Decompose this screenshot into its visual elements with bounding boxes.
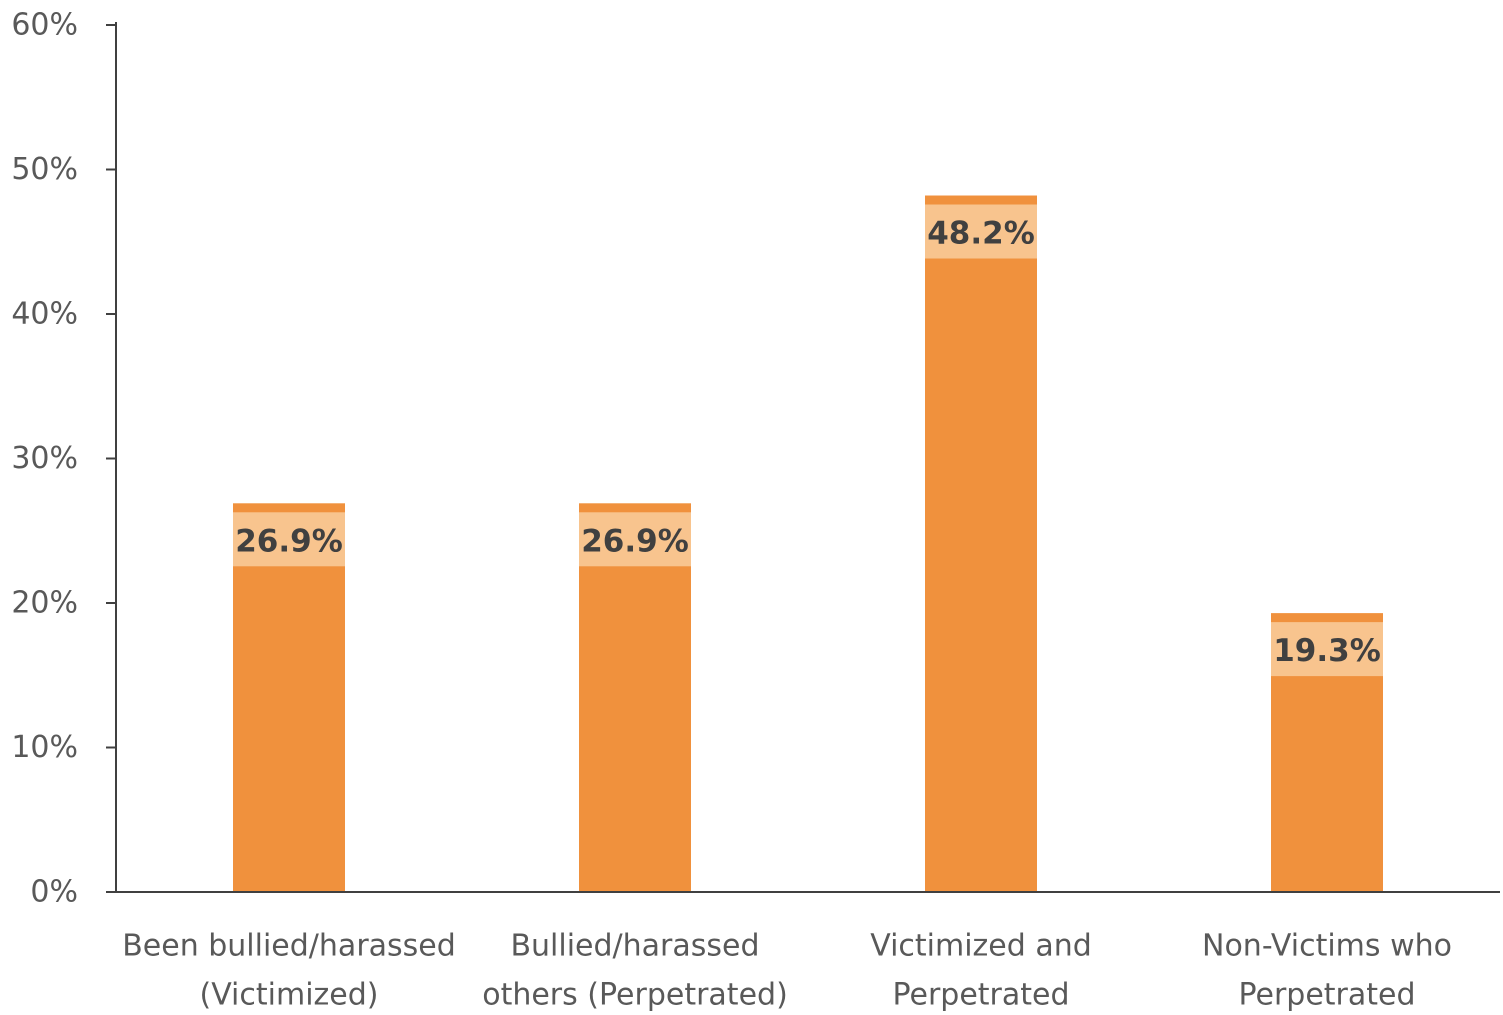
data-label-box <box>1271 622 1383 677</box>
category-label: Victimized and <box>870 929 1092 964</box>
y-axis: 0% 10% 20% 30% 40% 50% 60% <box>11 8 117 910</box>
y-tick-label: 40% <box>11 297 78 332</box>
bar <box>579 503 691 892</box>
bars: 26.9% 26.9% 48.2% 19.3% <box>233 195 1383 892</box>
y-tick-label: 20% <box>11 586 78 621</box>
bar <box>233 503 345 892</box>
category-label: others (Perpetrated) <box>482 978 788 1013</box>
category-label: Perpetrated <box>892 978 1069 1013</box>
category-label: (Victimized) <box>199 978 378 1013</box>
data-label-box <box>233 512 345 567</box>
category-label: Bullied/harassed <box>510 929 759 964</box>
y-tick-label: 60% <box>11 8 78 43</box>
category-label: Perpetrated <box>1238 978 1415 1013</box>
y-tick-label: 10% <box>11 730 78 765</box>
bar <box>925 195 1037 892</box>
y-tick-label: 0% <box>30 875 78 910</box>
y-tick-label: 50% <box>11 152 78 187</box>
data-label: 19.3% <box>1273 633 1381 669</box>
x-axis: Been bullied/harassed (Victimized) Bullied… <box>116 891 1500 1013</box>
data-label: 48.2% <box>927 216 1035 252</box>
data-label: 26.9% <box>235 523 343 559</box>
data-label-box <box>925 204 1037 259</box>
data-label: 26.9% <box>581 523 689 559</box>
data-label-box <box>579 512 691 567</box>
category-label: Been bullied/harassed <box>122 929 456 964</box>
y-tick-label: 30% <box>11 441 78 476</box>
category-label: Non-Victims who <box>1202 929 1452 964</box>
